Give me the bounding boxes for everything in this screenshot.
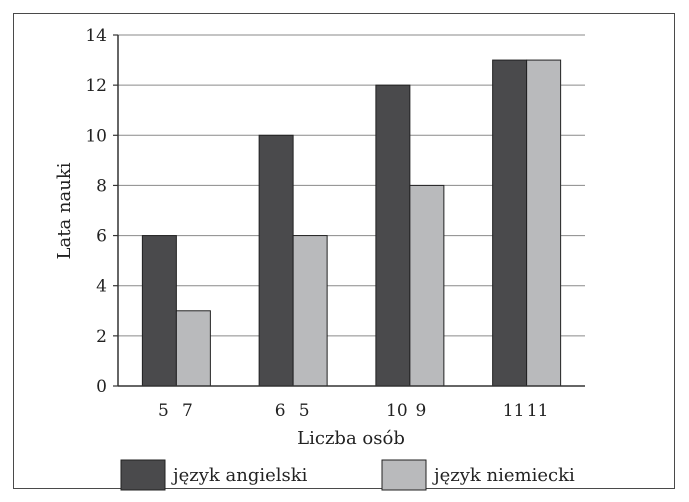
y-axis-title: Lata nauki xyxy=(54,162,75,259)
legend-label-niemiecki: język niemiecki xyxy=(432,465,575,486)
x-count-label: 9 xyxy=(415,401,426,421)
legend: język angielski język niemiecki xyxy=(120,459,575,491)
bar-angielski xyxy=(258,134,294,387)
x-count-label: 11 xyxy=(527,401,549,421)
x-count-labels: 5 7 6 5 10 9 11 11 xyxy=(158,401,548,421)
x-count-label: 5 xyxy=(158,401,169,421)
y-tick-label: 14 xyxy=(85,26,107,46)
chart-frame xyxy=(13,13,675,489)
bar-niemiecki xyxy=(175,310,211,387)
bars xyxy=(141,59,562,387)
x-count-label: 6 xyxy=(275,401,286,421)
x-axis-title: Liczba osób xyxy=(297,428,405,449)
x-count-label: 10 xyxy=(386,401,408,421)
y-tick-label: 12 xyxy=(85,76,107,96)
x-count-label: 11 xyxy=(503,401,525,421)
y-tick-label: 0 xyxy=(96,377,107,397)
bar-angielski xyxy=(375,84,411,387)
y-tick-label: 10 xyxy=(85,126,107,146)
legend-swatch-niemiecki xyxy=(381,459,427,491)
legend-label-angielski: język angielski xyxy=(171,465,308,486)
y-tick-labels: 0 2 4 6 8 10 12 14 xyxy=(85,26,118,397)
legend-swatch-angielski xyxy=(120,459,166,491)
y-tick-label: 4 xyxy=(96,277,107,297)
bar-niemiecki xyxy=(526,59,562,387)
axes xyxy=(117,35,585,387)
y-tick-label: 2 xyxy=(96,327,107,347)
x-count-label: 5 xyxy=(299,401,310,421)
bar-angielski xyxy=(492,59,528,387)
bar-niemiecki xyxy=(292,235,328,387)
x-count-label: 7 xyxy=(182,401,193,421)
y-tick-label: 6 xyxy=(96,227,107,247)
bar-angielski xyxy=(141,235,177,387)
bar-niemiecki xyxy=(409,184,445,387)
y-tick-label: 8 xyxy=(96,176,107,196)
